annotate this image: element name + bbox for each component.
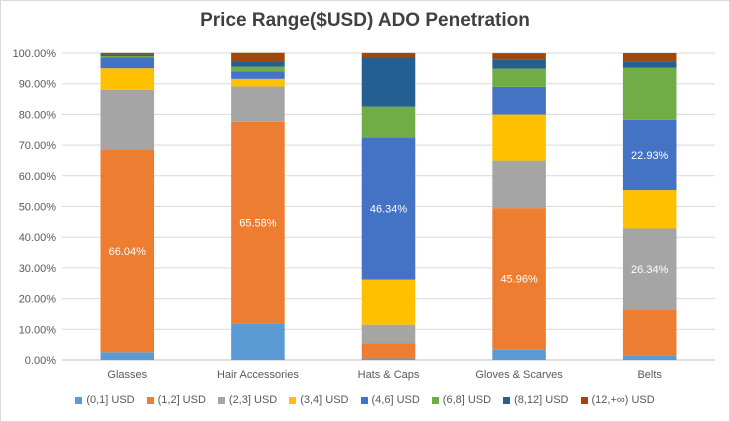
bar-segment [622,228,677,310]
bar-segment [231,71,285,79]
bar-segment [622,53,677,62]
legend-label: (2,3] USD [228,394,278,406]
legend-item: (3,4] USD [289,394,349,406]
legend-label: (0,1] USD [86,394,135,406]
legend-label: (3,4] USD [300,394,349,406]
y-tick-label: 50.00% [19,202,57,214]
y-tick-label: 40.00% [19,232,57,244]
bar-segment [231,66,285,72]
data-label: 22.93% [631,150,669,162]
bar-segment [100,57,155,69]
x-tick-label: Belts [637,369,662,381]
y-tick-label: 70.00% [19,140,57,152]
legend-label: (4,6] USD [371,394,420,406]
bar-segment [622,355,677,360]
legend-item: (2,3] USD [217,394,278,406]
legend-swatch [360,396,368,404]
legend-item: (6,8] USD [431,394,492,406]
bar-segment [100,52,155,55]
data-label: 66.04% [109,246,147,258]
bar-segment [100,352,155,360]
bar-segment [361,137,416,280]
bar-segment [622,309,677,356]
bar-segment [100,149,155,353]
bar-segment [100,55,155,58]
bar-segment [622,119,677,191]
legend-swatch [75,396,83,404]
bar-segment [492,59,546,69]
bar-segment [361,343,416,359]
data-label: 26.34% [631,264,669,276]
bar-segment [231,61,285,67]
legend-swatch [431,396,439,404]
bar-segment [622,190,677,229]
data-label: 45.96% [500,274,538,286]
bar-segment [622,61,677,68]
bar-segment [492,86,546,115]
bar-segment [361,57,416,107]
legend-swatch [503,396,511,404]
y-tick-label: 0.00% [25,355,56,367]
bar-segment [492,68,546,87]
bar-segment [361,324,416,344]
y-tick-label: 60.00% [19,171,57,183]
bar-segment [492,114,546,161]
legend-label: (12,+∞) USD [591,394,655,406]
bar-segment [231,121,285,324]
x-tick-label: Hats & Caps [358,369,420,381]
x-tick-label: Gloves & Scarves [475,369,563,381]
legend-label: (1,2] USD [157,394,206,406]
legend-item: (0,1] USD [75,394,135,406]
bar-segment [492,208,546,350]
x-tick-label: Glasses [107,369,147,381]
y-tick-label: 80.00% [19,109,57,121]
legend-item: (4,6] USD [360,394,420,406]
legend-swatch [289,396,297,404]
bar-segment [231,86,285,122]
bar-segment [231,323,285,360]
data-label: 46.34% [370,203,408,215]
y-tick-label: 90.00% [19,79,57,91]
legend-label: (6,8] USD [442,394,492,406]
data-label: 65.58% [239,217,277,229]
bar-segment [361,358,416,360]
bar-segment [361,52,416,58]
y-tick-label: 10.00% [19,324,57,336]
bar-segment [492,53,546,60]
bar-segment [231,52,285,62]
legend-item: (1,2] USD [146,394,206,406]
bar-segment [622,67,677,120]
bar-segment [492,349,546,360]
legend-swatch [146,396,154,404]
bar-segment [100,54,155,56]
legend-swatch [217,396,225,404]
bar-segment [231,78,285,87]
chart-legend: (0,1] USD (1,2] USD (2,3] USD (3,4] USD (4,6… [0,394,730,406]
bar-segment [361,279,416,325]
x-tick-label: Hair Accessories [217,369,299,381]
legend-label: (8,12] USD [514,394,569,406]
legend-item: (8,12] USD [503,394,569,406]
y-tick-label: 100.00% [13,48,57,60]
y-tick-label: 30.00% [19,263,57,275]
legend-swatch [580,396,588,404]
chart-plot: 0.00% 10.00% 20.00% 30.00% 40.00% 50.00% 60.00… [13,48,715,381]
bar-segment [100,68,155,90]
y-tick-label: 20.00% [19,294,57,306]
chart-title: Price Range($USD) ADO Penetration [200,10,530,31]
bar-segment [100,89,155,150]
bar-segment [492,160,546,209]
legend-item: (12,+∞) USD [580,394,655,406]
bar-segment [361,106,416,138]
